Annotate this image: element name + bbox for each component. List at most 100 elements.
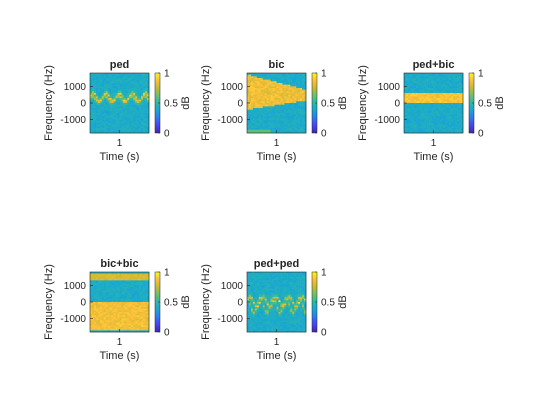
heatmap-cell <box>457 116 460 119</box>
heatmap-cell <box>423 116 426 119</box>
heatmap-cell <box>296 101 299 104</box>
heatmap-cell <box>284 78 287 80</box>
heatmap-cell <box>141 285 144 288</box>
heatmap-cell <box>111 91 114 94</box>
heatmap-cell <box>247 295 250 298</box>
heatmap-cell <box>411 73 415 75</box>
heatmap-cell <box>137 84 140 87</box>
heatmap-cell <box>103 93 107 95</box>
heatmap-cell <box>250 98 254 100</box>
heatmap-cell <box>91 313 95 316</box>
heatmap-cell <box>290 123 293 125</box>
heatmap-cell <box>262 302 265 304</box>
heatmap-cell <box>133 96 136 99</box>
heatmap-cell <box>123 315 126 318</box>
heatmap-cell <box>113 116 116 119</box>
heatmap-cell <box>127 288 130 291</box>
heatmap-cell <box>292 86 295 89</box>
heatmap-cell <box>248 126 252 129</box>
heatmap-cell <box>135 108 138 110</box>
heatmap-cell <box>258 116 262 119</box>
heatmap-cell <box>105 89 108 92</box>
heatmap-cell <box>133 81 136 84</box>
heatmap-cell <box>139 278 142 281</box>
heatmap-cell <box>409 123 413 125</box>
heatmap-cell <box>115 83 118 85</box>
heatmap-cell <box>441 84 444 87</box>
heatmap-cell <box>247 79 250 82</box>
heatmap-cell <box>256 297 260 299</box>
heatmap-cell <box>282 113 285 115</box>
heatmap-cell <box>119 79 122 82</box>
heatmap-cell <box>405 131 409 134</box>
heatmap-cell <box>99 307 103 309</box>
heatmap-cell <box>95 98 99 100</box>
heatmap-cell <box>103 288 107 291</box>
heatmap-cell <box>451 116 454 119</box>
heatmap-cell <box>95 322 99 324</box>
heatmap-cell <box>139 94 142 97</box>
heatmap-cell <box>437 131 440 134</box>
heatmap-cell <box>248 109 252 112</box>
heatmap-cell <box>264 282 267 284</box>
heatmap-cell <box>109 79 112 82</box>
heatmap-cell <box>99 278 103 281</box>
heatmap-cell <box>248 116 252 119</box>
heatmap-cell <box>143 285 146 288</box>
heatmap-cell <box>284 109 287 112</box>
heatmap-cell <box>296 86 299 89</box>
heatmap-cell <box>256 131 260 134</box>
heatmap-cell <box>137 275 140 278</box>
heatmap-cell <box>125 126 128 129</box>
heatmap-cell <box>459 84 462 87</box>
heatmap-cell <box>105 312 108 314</box>
heatmap-cell <box>137 124 140 127</box>
heatmap-cell <box>300 98 303 100</box>
heatmap-cell <box>431 111 434 114</box>
heatmap-cell <box>266 327 269 329</box>
heatmap-cell <box>262 104 265 107</box>
heatmap-cell <box>117 305 120 308</box>
heatmap-cell <box>133 93 136 95</box>
heatmap-cell <box>286 121 289 124</box>
heatmap-cell <box>109 280 112 283</box>
heatmap-cell <box>453 79 456 82</box>
heatmap-cell <box>131 116 134 119</box>
heatmap-cell <box>284 84 287 87</box>
heatmap-cell <box>449 89 452 92</box>
heatmap-cell <box>252 322 256 324</box>
heatmap-cell <box>270 89 273 92</box>
heatmap-cell <box>107 315 110 318</box>
heatmap-cell <box>411 124 415 127</box>
heatmap-cell <box>119 280 122 283</box>
heatmap-cell <box>449 103 452 105</box>
heatmap-cell <box>121 118 124 120</box>
heatmap-cell <box>247 302 250 304</box>
heatmap-cell <box>270 315 273 318</box>
heatmap-cell <box>272 89 275 92</box>
heatmap-cell <box>290 78 293 80</box>
heatmap-cell <box>90 322 93 324</box>
heatmap-cell <box>90 292 93 294</box>
heatmap-cell <box>276 81 279 84</box>
heatmap-cell <box>288 88 291 90</box>
heatmap-cell <box>101 328 105 331</box>
heatmap-cell <box>282 78 285 80</box>
heatmap-cell <box>143 119 146 122</box>
heatmap-cell <box>103 129 107 132</box>
heatmap-cell <box>103 307 107 309</box>
heatmap-cell <box>131 129 134 132</box>
heatmap-cell <box>95 81 99 84</box>
heatmap-cell <box>135 313 138 316</box>
heatmap-cell <box>405 109 409 112</box>
heatmap-cell <box>95 94 99 97</box>
heatmap-cell <box>119 119 122 122</box>
heatmap-cell <box>145 288 148 291</box>
heatmap-cell <box>302 124 305 127</box>
heatmap-cell <box>457 114 460 117</box>
heatmap-cell <box>288 101 291 104</box>
heatmap-cell <box>280 76 283 79</box>
heatmap-cell <box>407 88 411 90</box>
heatmap-cell <box>290 109 293 112</box>
heatmap-cell <box>117 273 120 276</box>
